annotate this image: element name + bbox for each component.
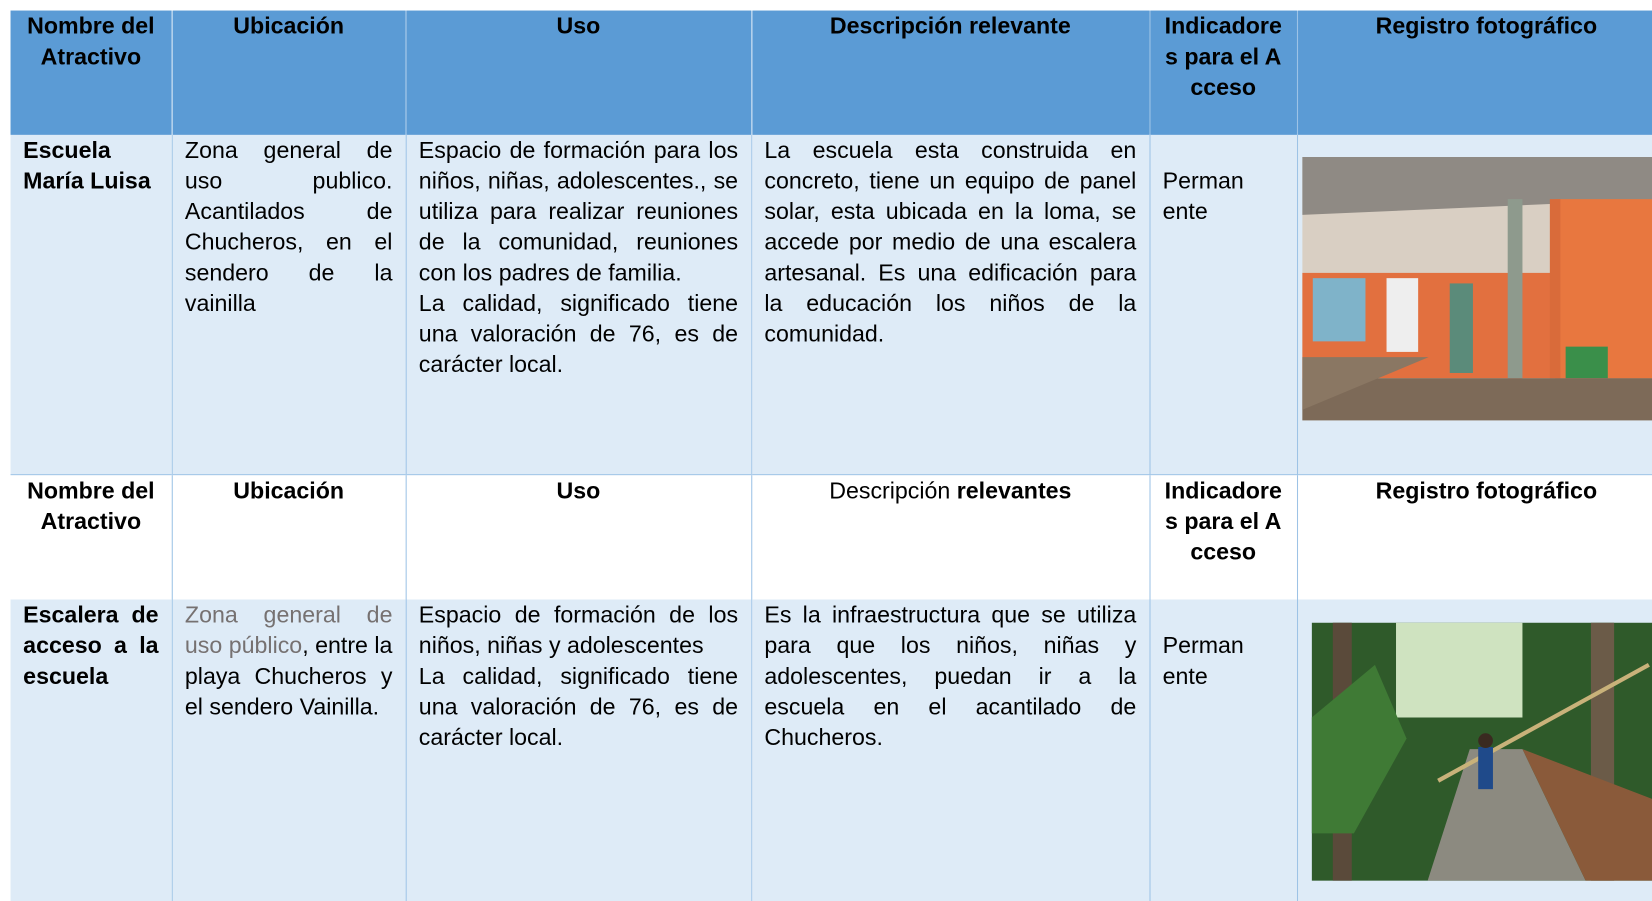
access-text: Permanente (1162, 167, 1244, 225)
header-cell: Ubicación (171, 474, 406, 600)
location-text: , entre la playa Chucheros y el sendero … (184, 632, 393, 720)
name-cell: Escuela María Luisa (10, 134, 172, 475)
header-text: Descripción (829, 477, 957, 504)
data-row: Escuela María Luisa Zona general de uso … (10, 134, 1652, 475)
header-cell: Indicadores para el Acceso (1148, 474, 1297, 600)
photo-cell (1296, 599, 1652, 901)
photo-cell (1296, 134, 1652, 475)
data-row: Escalera de acceso a la escuela Zona gen… (10, 599, 1652, 901)
header-cell: Descripción relevantes (750, 474, 1150, 600)
use-cell: Espacio de formación de los niños, niñas… (405, 599, 752, 901)
header-cell: Indicadores para el Acceso (1148, 10, 1297, 135)
header-cell: Descripción relevante (750, 10, 1150, 135)
location-cell: Zona general de uso publico. Acantilados… (171, 134, 406, 475)
access-text: Permanente (1162, 632, 1244, 690)
attractions-table: Nombre del Atractivo Ubicación Uso Descr… (10, 10, 1652, 901)
location-cell: Zona general de uso público, entre la pl… (171, 599, 406, 901)
header-cell: Nombre del Atractivo (10, 474, 172, 600)
header-row: Nombre del Atractivo Ubicación Uso Descr… (10, 10, 1652, 135)
use-text: La calidad, significado tiene una valora… (418, 289, 739, 378)
header-cell: Ubicación (171, 10, 406, 135)
header-cell: Registro fotográfico (1296, 474, 1652, 600)
stairs-photo (1311, 622, 1652, 881)
description-cell: La escuela esta construida en concreto, … (750, 134, 1150, 475)
description-cell: Es la infraestructura que se utiliza par… (750, 599, 1150, 901)
header-text: relevantes (956, 477, 1072, 504)
school-photo (1301, 156, 1652, 421)
name-cell: Escalera de acceso a la escuela (10, 599, 172, 901)
use-text: Espacio de formación de los niños, niñas… (418, 601, 739, 659)
header-cell: Uso (405, 474, 752, 600)
header-cell: Registro fotográfico (1296, 10, 1652, 135)
header-cell: Uso (405, 10, 752, 135)
use-text: Espacio de formación para los niños, niñ… (418, 136, 739, 286)
location-text: Zona general de uso público (184, 601, 393, 659)
access-cell: Permanente (1148, 134, 1297, 475)
header-cell: Nombre del Atractivo (10, 10, 172, 135)
use-text: La calidad, significado tiene una valora… (418, 662, 739, 751)
use-cell: Espacio de formación para los niños, niñ… (405, 134, 752, 475)
access-cell: Permanente (1148, 599, 1297, 901)
header-row: Nombre del Atractivo Ubicación Uso Descr… (10, 474, 1652, 600)
